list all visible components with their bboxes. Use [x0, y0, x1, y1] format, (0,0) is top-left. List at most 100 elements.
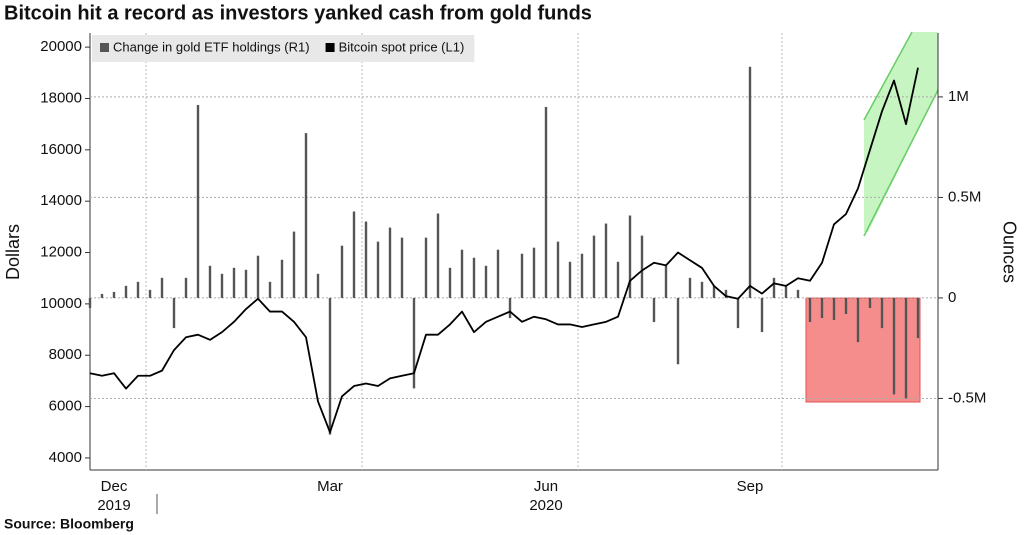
x-tick-label: Dec [101, 478, 128, 495]
x-year-label: 2020 [529, 497, 562, 514]
legend-label: Bitcoin spot price (L1) [339, 39, 465, 54]
bar [916, 297, 920, 339]
bar [772, 277, 776, 298]
bar [592, 235, 596, 298]
bar [508, 297, 512, 319]
y-tick-label: 6000 [49, 398, 82, 415]
bar [832, 297, 836, 321]
y-tick-label: 8000 [49, 346, 82, 363]
y-tick-label: 14000 [40, 192, 82, 209]
bar [232, 267, 236, 298]
x-tick-label: Jun [534, 478, 558, 495]
bar [652, 297, 656, 323]
bar [388, 227, 392, 298]
bar [880, 297, 884, 329]
bar [112, 291, 116, 298]
bar [436, 213, 440, 298]
bar [400, 237, 404, 298]
highlight-outflow [805, 297, 921, 403]
bar [304, 133, 308, 298]
y-tick-label: 18000 [40, 89, 82, 106]
bar [328, 297, 332, 435]
bar [760, 297, 764, 333]
y2-axis-title: Ounces [999, 221, 1019, 283]
bar [628, 215, 632, 298]
bar [892, 297, 896, 395]
y-tick-label: 12000 [40, 243, 82, 260]
bar [256, 255, 260, 298]
bar [532, 247, 536, 298]
bar [640, 235, 644, 298]
legend [92, 35, 475, 62]
y-axis-title: Dollars [3, 224, 23, 280]
bar [412, 297, 416, 389]
bar [376, 241, 380, 298]
bar [340, 245, 344, 298]
bar [268, 281, 272, 298]
bar [100, 293, 104, 298]
bar [688, 277, 692, 298]
bar [148, 289, 152, 298]
bar [352, 211, 356, 298]
y-tick-label: 10000 [40, 295, 82, 312]
bar [796, 289, 800, 298]
bar [736, 297, 740, 329]
bar [124, 285, 128, 298]
bar [364, 221, 368, 298]
bar [136, 281, 140, 298]
bar [484, 265, 488, 298]
bar [664, 265, 668, 298]
y2-tick-label: 0 [948, 289, 956, 306]
x-tick-label: Mar [317, 478, 343, 495]
bar [520, 253, 524, 298]
bar [748, 66, 752, 298]
source: Source: Bloomberg [4, 516, 134, 532]
y-tick-label: 4000 [49, 449, 82, 466]
y2-tick-label: -0.5M [948, 389, 986, 406]
bar [904, 297, 908, 399]
bar [244, 269, 248, 298]
bar [88, 297, 92, 308]
bar [604, 223, 608, 298]
bar [676, 297, 680, 365]
line [89, 67, 919, 434]
bar [496, 249, 500, 298]
bar [424, 237, 428, 298]
bar [808, 297, 812, 323]
bar [220, 273, 224, 298]
bar [856, 297, 860, 343]
legend-swatch [100, 43, 109, 52]
bar [316, 273, 320, 298]
y-tick-label: 20000 [40, 38, 82, 55]
y-tick-label: 16000 [40, 141, 82, 158]
y2-tick-label: 0.5M [948, 188, 981, 205]
chart-title: Bitcoin hit a record as investors yanked… [4, 2, 592, 24]
bar [712, 285, 716, 298]
bar [208, 265, 212, 298]
bar [184, 277, 188, 298]
x-year-label: 2019 [97, 497, 130, 514]
bar [580, 253, 584, 298]
legend-label: Change in gold ETF holdings (R1) [113, 39, 310, 54]
x-tick-label: Sep [737, 478, 764, 495]
bar [844, 297, 848, 315]
bar [196, 104, 200, 298]
bar [280, 259, 284, 298]
bar [568, 261, 572, 298]
bar [448, 267, 452, 298]
bar [784, 285, 788, 298]
bar [472, 257, 476, 298]
bar [820, 297, 824, 319]
bar [160, 277, 164, 298]
bar [616, 261, 620, 298]
legend-swatch [325, 43, 335, 52]
trend-line [863, 89, 939, 237]
bar [556, 241, 560, 298]
bar [544, 106, 548, 298]
bar [292, 231, 296, 298]
trend-line [863, 31, 913, 121]
bar [868, 297, 872, 308]
y2-tick-label: 1M [948, 88, 969, 105]
